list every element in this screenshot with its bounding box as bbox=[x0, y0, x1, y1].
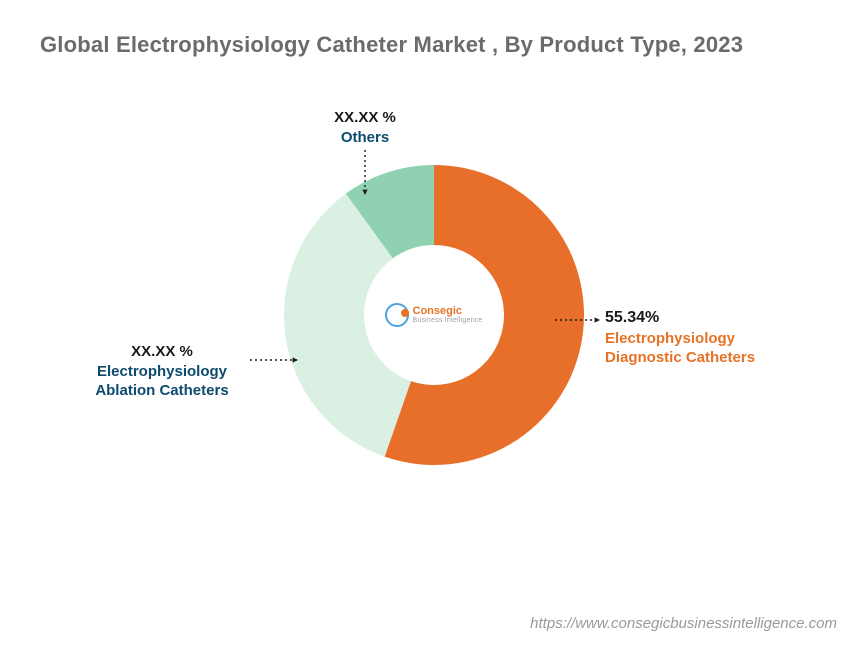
callout-ablation: XX.XX % ElectrophysiologyAblation Cathet… bbox=[72, 342, 252, 401]
donut-chart: Consegic Business Intelligence bbox=[284, 165, 584, 465]
others-pct: XX.XX % bbox=[310, 108, 420, 128]
logo-sub: Business Intelligence bbox=[413, 317, 483, 324]
ablation-label: ElectrophysiologyAblation Catheters bbox=[72, 362, 252, 401]
ablation-pct: XX.XX % bbox=[72, 342, 252, 362]
chart-title: Global Electrophysiology Catheter Market… bbox=[40, 32, 743, 58]
logo-mark-icon bbox=[385, 303, 409, 327]
callout-others: XX.XX % Others bbox=[310, 108, 420, 147]
logo-name: Consegic bbox=[413, 306, 483, 317]
callout-diagnostic: 55.34% ElectrophysiologyDiagnostic Cathe… bbox=[605, 308, 825, 368]
diagnostic-pct: 55.34% bbox=[605, 308, 825, 329]
others-label: Others bbox=[310, 128, 420, 148]
diagnostic-label: ElectrophysiologyDiagnostic Catheters bbox=[605, 329, 825, 368]
center-logo: Consegic Business Intelligence bbox=[385, 303, 483, 327]
footer-url: https://www.consegicbusinessintelligence… bbox=[530, 615, 837, 632]
